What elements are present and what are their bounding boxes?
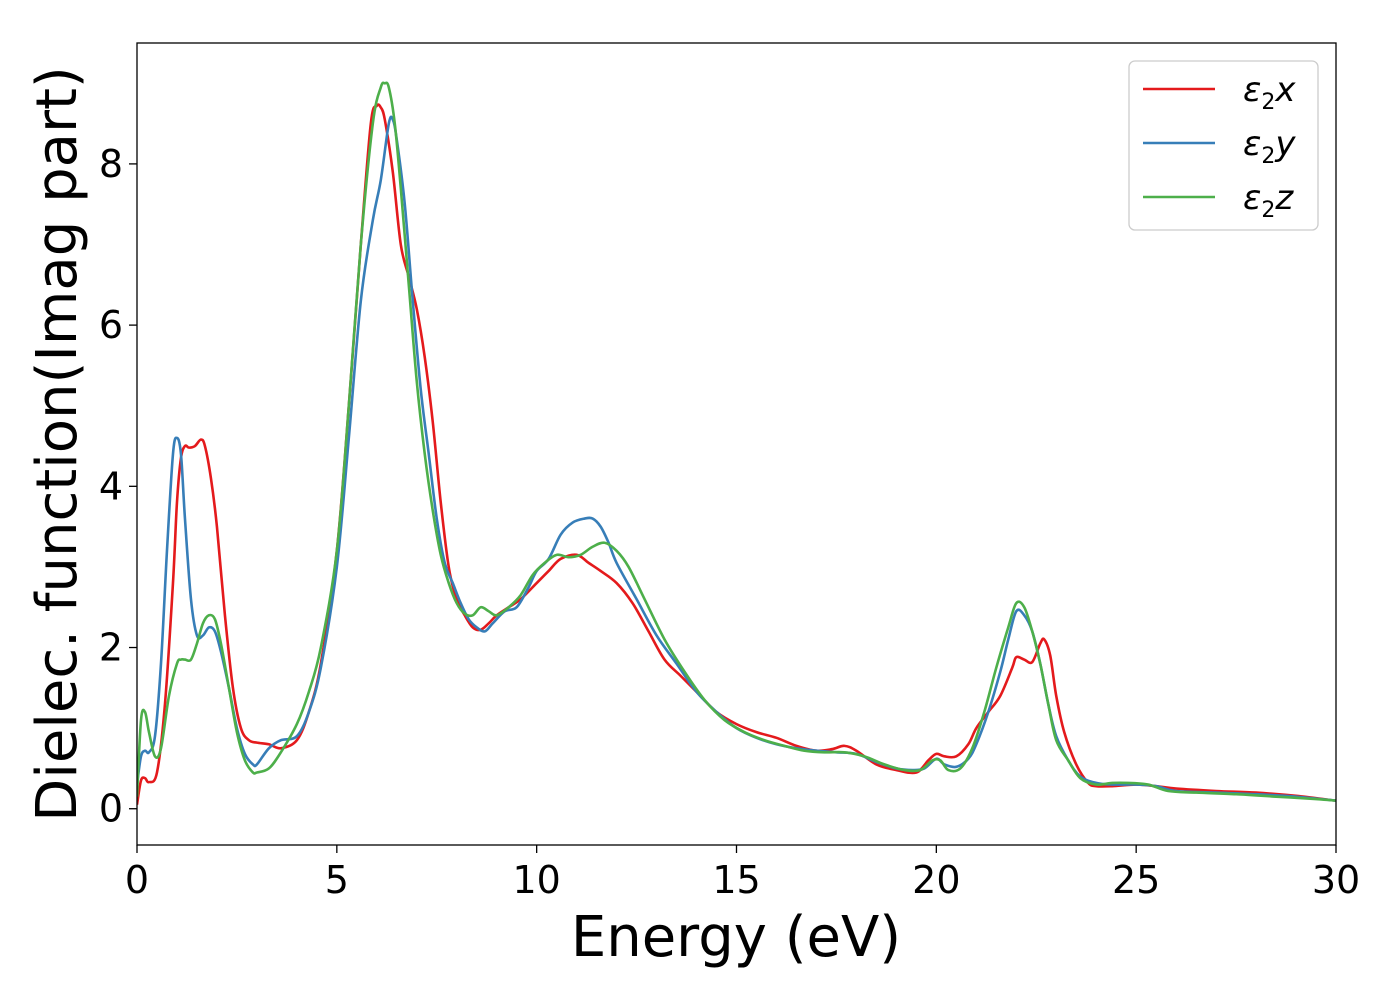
legend-label-x: ε2x xyxy=(1243,70,1296,115)
x-tick-label: 5 xyxy=(325,858,349,902)
legend-label-z: ε2z xyxy=(1243,178,1294,223)
x-tick-label: 15 xyxy=(712,858,760,902)
x-tick-label: 30 xyxy=(1312,858,1360,902)
y-axis: 0 2 4 6 8 xyxy=(99,142,137,831)
y-tick-label: 4 xyxy=(99,464,123,508)
y-tick-label: 2 xyxy=(99,626,123,670)
legend-frame xyxy=(1128,60,1319,231)
y-tick-label: 6 xyxy=(99,303,123,347)
legend: ε2x ε2y ε2z xyxy=(1128,60,1319,231)
y-tick-label: 0 xyxy=(99,787,123,831)
series-line-x xyxy=(137,103,1336,805)
legend-label-y: ε2y xyxy=(1243,124,1296,169)
x-axis: 0 5 10 15 20 25 30 xyxy=(125,845,1360,902)
y-tick-label: 8 xyxy=(99,142,123,186)
x-tick-label: 20 xyxy=(912,858,960,902)
series-line-z xyxy=(137,81,1336,802)
x-axis-title: Energy (eV) xyxy=(571,905,901,970)
series-layer xyxy=(137,81,1336,805)
series-line-y xyxy=(137,115,1336,802)
y-axis-title: Dielec. function(Imag part) xyxy=(25,66,90,822)
x-tick-label: 0 xyxy=(125,858,149,902)
x-tick-label: 25 xyxy=(1112,858,1160,902)
x-tick-label: 10 xyxy=(512,858,560,902)
